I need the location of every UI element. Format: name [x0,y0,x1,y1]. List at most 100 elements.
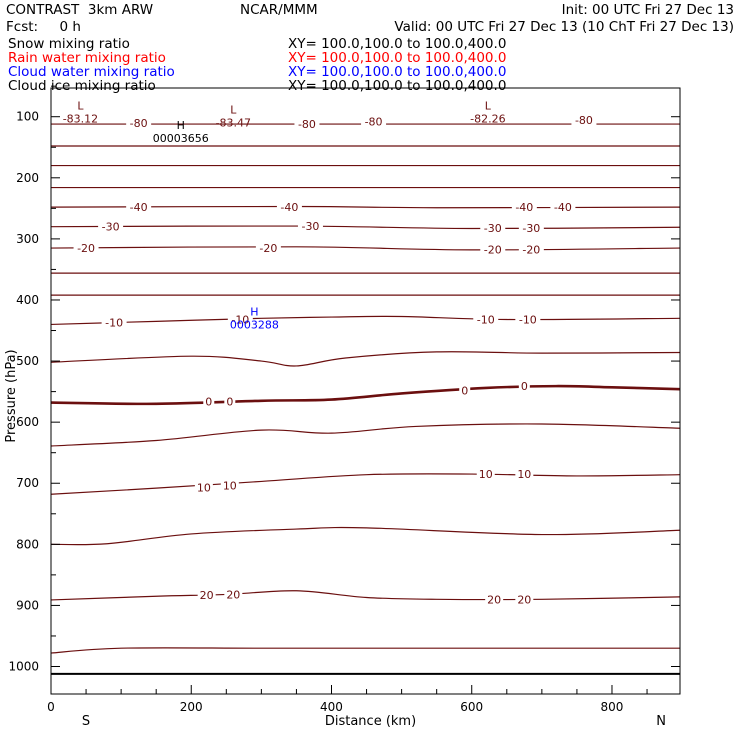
contour-label-bg-4 [126,201,152,214]
contour-label-3: -80 [575,114,593,127]
contour-label-bg-16 [101,316,127,329]
field-name-rain: Rain water mixing ratio [8,50,166,66]
contour-label-bg-11 [518,221,544,234]
y-tick-label-6: 700 [16,476,39,490]
contour-label-24: 10 [197,482,211,495]
contour-label-bg-31 [515,593,534,606]
forecast-hour: Fcst: 0 h [6,19,81,35]
y-tick-label-1: 200 [16,171,39,185]
contour-label-bg-5 [276,201,302,214]
x-tick-label-0: 0 [47,700,55,714]
contour-label-11: -30 [522,222,540,235]
extremum-mark-4: H [250,305,258,318]
plot-frame [50,87,681,695]
contour-labels: -80 -80 -80 -80-40 -40 -40 -40-30 -30 -30 -30-20-… [73,113,597,606]
y-tick-label-8: 900 [16,598,39,612]
contour-label-bg-13 [255,242,281,255]
contour-line-15 [50,590,681,601]
x-tick-label-3: 600 [460,700,483,714]
x-axis-left-end-label: S [82,714,90,729]
y-tick-label-4: 500 [16,354,39,368]
contour-label-bg-1 [294,118,320,131]
contour-line-10 [50,351,681,367]
contour-label-bg-27 [515,468,534,481]
contour-label-14: -20 [484,243,502,256]
field-name-cloudwater: Cloud water mixing ratio [8,64,175,80]
contour-label-21: 0 [226,395,233,408]
contour-label-bg-28 [197,589,216,602]
contour-label-bg-29 [224,588,243,601]
contour-line-16 [50,647,680,654]
contour-label-bg-17 [227,313,253,326]
contour-label-bg-10 [480,221,506,234]
contour-label-18: -10 [477,314,495,327]
x-axis-label: Distance (km) [325,714,416,729]
contour-line-14 [50,526,681,546]
init-time: Init: 00 UTC Fri 27 Dec 13 [561,2,734,18]
contour-label-bg-2 [361,115,387,128]
institution-label: NCAR/MMM [240,2,318,18]
y-tick-label-3: 400 [16,293,39,307]
field-name-snow: Snow mixing ratio [8,36,130,52]
extremum-value-3: 00003656 [153,132,209,145]
x-tick-label-1: 200 [180,700,203,714]
contour-label-9: -30 [301,220,319,233]
contour-label-13: -20 [259,242,277,255]
contour-label-25: 10 [223,480,237,493]
contour-label-bg-6 [511,201,537,214]
field-name-cloudice: Cloud ice mixing ratio [8,78,156,94]
x-axis-right-end-label: N [656,714,666,729]
contour-label-10: -30 [484,222,502,235]
contour-label-30: 20 [487,593,501,606]
contour-label-bg-15 [518,243,544,256]
valid-time: Valid: 00 UTC Fri 27 Dec 13 (10 ChT Fri … [394,19,734,35]
extremum-value-1: -83.47 [216,117,251,130]
contour-label-bg-0 [126,116,152,129]
contour-label-22: 0 [461,384,468,397]
contour-lines [50,123,681,654]
contour-label-28: 20 [200,589,214,602]
y-tick-label-0: 100 [16,110,39,124]
contour-label-bg-19 [515,313,541,326]
x-tick-label-4: 800 [601,700,624,714]
contour-label-bg-26 [476,468,495,481]
contour-label-bg-30 [485,593,504,606]
contour-line-9 [50,315,681,326]
contour-label-19: -10 [519,314,537,327]
contour-label-6: -40 [515,201,533,214]
contour-label-bg-7 [550,201,576,214]
contour-label-bg-21 [224,395,236,408]
model-title: CONTRAST 3km ARW [6,2,154,18]
contour-line-12 [50,423,681,447]
contour-label-2: -80 [365,116,383,129]
contour-label-16: -10 [105,317,123,330]
contour-label-bg-3 [571,113,597,126]
contour-label-26: 10 [479,468,493,481]
contour-line-13 [50,473,681,495]
contour-label-27: 10 [517,468,531,481]
contour-label-0: -80 [130,117,148,130]
contour-label-bg-20 [203,395,215,408]
field-xy-rain: XY= 100.0,100.0 to 100.0,400.0 [288,50,507,66]
contour-label-4: -40 [130,201,148,214]
contour-label-bg-25 [220,479,239,492]
contour-label-5: -40 [280,201,298,214]
field-xy-snow: XY= 100.0,100.0 to 100.0,400.0 [288,36,507,52]
contour-label-8: -30 [102,221,120,234]
y-tick-label-2: 300 [16,232,39,246]
contour-label-bg-22 [459,384,471,397]
contour-label-31: 20 [517,593,531,606]
y-axis-label: Pressure (hPa) [4,349,19,442]
contour-line-6 [50,246,681,251]
extremum-value-0: -83.12 [63,112,98,125]
contour-label-bg-12 [73,242,99,255]
contour-label-1: -80 [298,118,316,131]
contour-label-29: 20 [226,588,240,601]
field-xy-cloudice: XY= 100.0,100.0 to 100.0,400.0 [288,78,507,94]
y-tick-label-7: 800 [16,537,39,551]
contour-label-bg-9 [297,220,323,233]
contour-line-5 [50,225,681,230]
y-tick-label-9: 1000 [8,660,39,674]
